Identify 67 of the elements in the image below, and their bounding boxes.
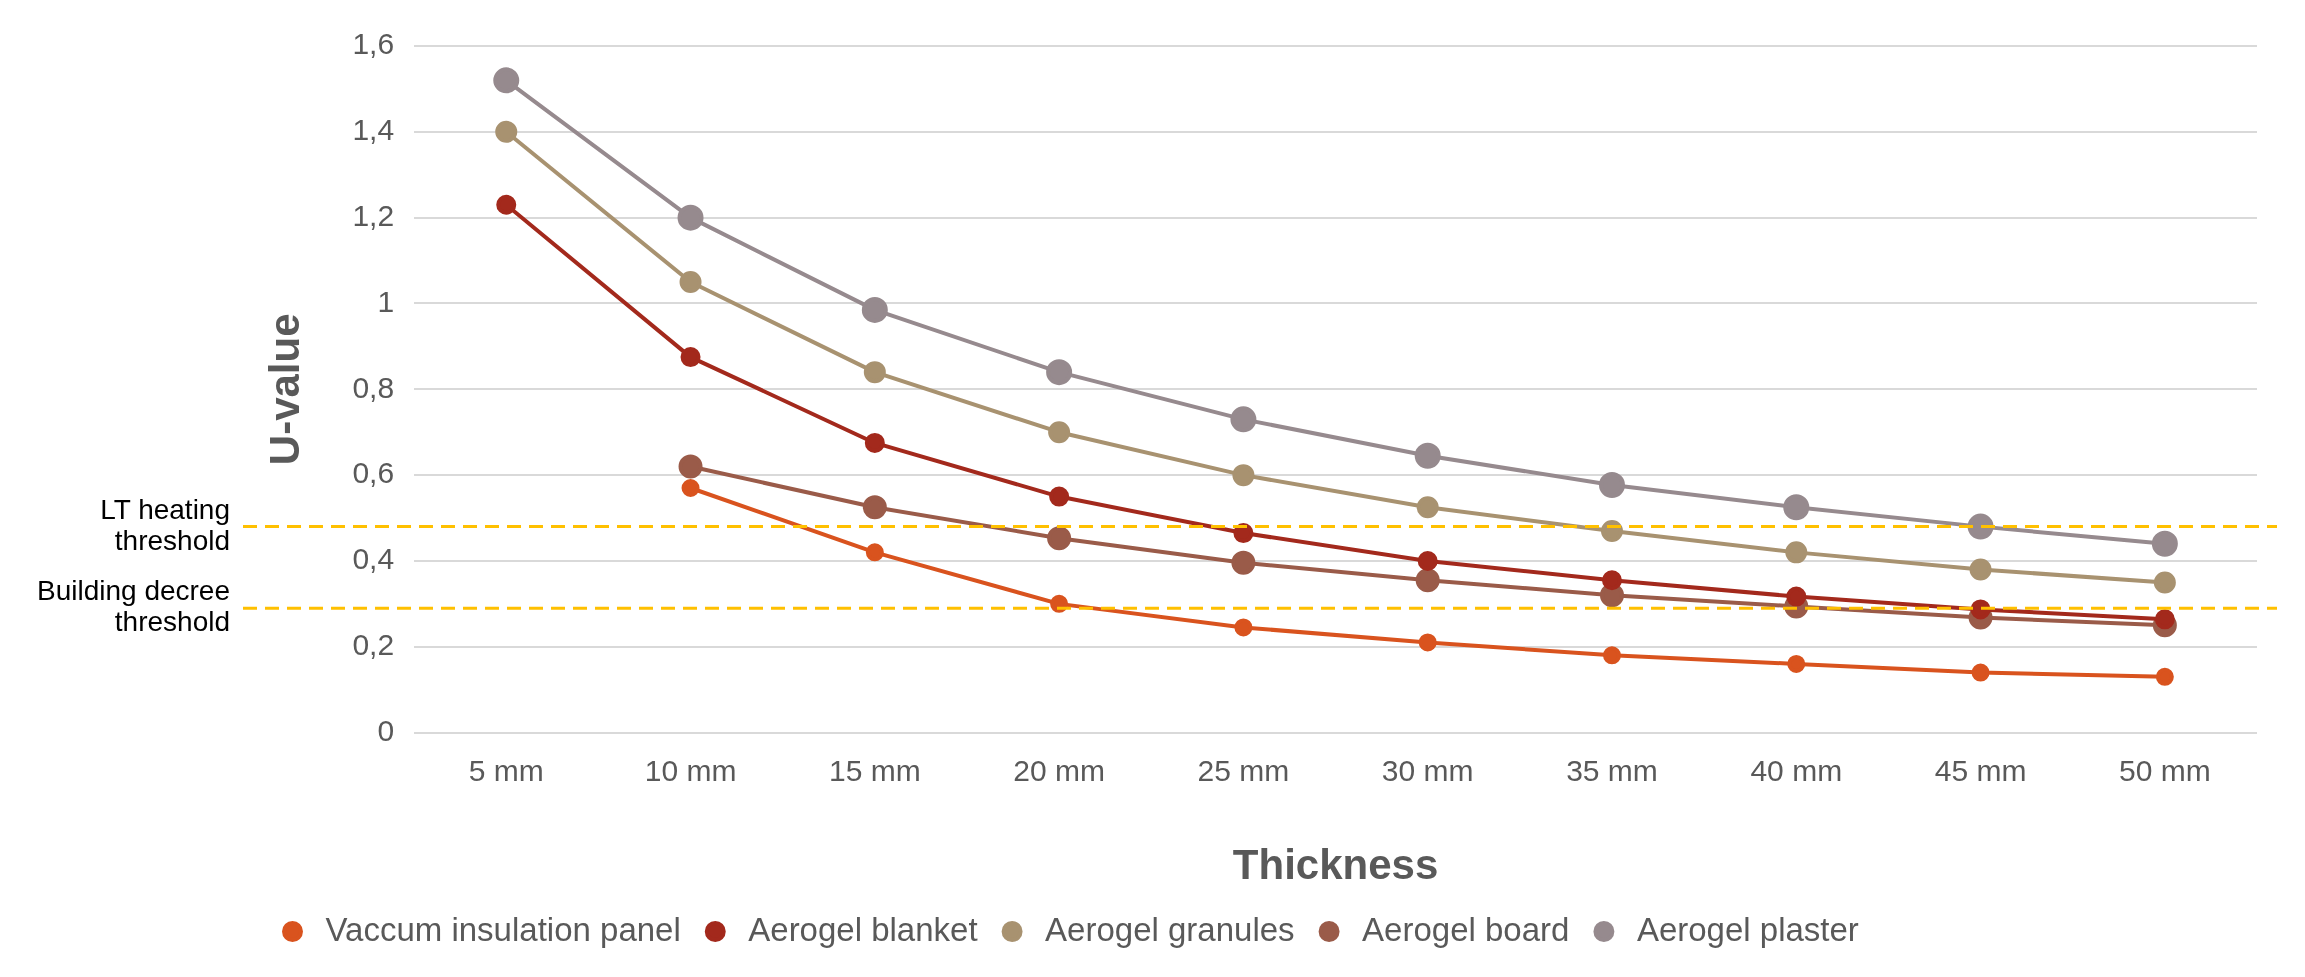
- point: [1598, 472, 1625, 498]
- point: [681, 479, 700, 497]
- point: [496, 194, 517, 215]
- point: [864, 432, 885, 453]
- ref-line-label: Building decree threshold: [36, 575, 230, 638]
- point: [678, 454, 703, 479]
- y-tick-label: 1,2: [352, 198, 395, 232]
- point: [1234, 618, 1253, 637]
- legend-label: Aerogel blanket: [748, 910, 978, 948]
- point: [1048, 421, 1071, 444]
- point: [2151, 530, 2178, 557]
- y-tick-label: 1: [377, 284, 395, 318]
- x-tick-label: 5 mm: [468, 753, 544, 787]
- x-tick-label: 45 mm: [1934, 753, 2027, 787]
- legend-label: Aerogel plaster: [1636, 910, 1859, 948]
- point: [1046, 359, 1073, 386]
- point: [677, 204, 704, 231]
- x-tick-label: 35 mm: [1566, 753, 1658, 787]
- point: [865, 543, 884, 562]
- y-tick-label: 1,6: [352, 27, 395, 61]
- point: [1416, 496, 1439, 519]
- point: [861, 296, 888, 323]
- point: [679, 271, 702, 294]
- point: [493, 67, 520, 94]
- x-tick-label: 25 mm: [1197, 753, 1290, 787]
- point: [2155, 667, 2174, 686]
- point: [2153, 571, 2176, 594]
- legend-label: Vaccum insulation panel: [325, 910, 681, 948]
- y-tick-label: 0,4: [352, 542, 395, 576]
- legend-label: Aerogel granules: [1045, 910, 1295, 948]
- x-tick-label: 15 mm: [828, 753, 921, 787]
- x-tick-label: 10 mm: [644, 753, 737, 787]
- x-tick-label: 50 mm: [2119, 753, 2211, 787]
- y-tick-label: 0: [377, 713, 395, 747]
- point: [1047, 526, 1072, 551]
- point: [1601, 570, 1622, 591]
- point: [1230, 406, 1257, 433]
- point: [1787, 654, 1806, 673]
- point: [1971, 663, 1990, 682]
- point: [863, 361, 886, 384]
- point: [1049, 486, 1070, 507]
- point: [1415, 568, 1440, 593]
- point: [1783, 494, 1810, 521]
- ref-line-label: LT heating threshold: [100, 493, 230, 556]
- point: [1969, 558, 1992, 581]
- y-axis-title: U-value: [260, 313, 308, 466]
- y-tick-label: 1,4: [352, 113, 395, 147]
- point: [1785, 541, 1808, 564]
- point: [1417, 550, 1438, 571]
- point: [2154, 609, 2175, 630]
- y-tick-label: 0,8: [352, 370, 395, 404]
- point: [680, 347, 701, 368]
- point: [1414, 442, 1441, 469]
- point: [1418, 633, 1437, 652]
- point: [1231, 550, 1256, 575]
- x-tick-label: 40 mm: [1750, 753, 1843, 787]
- point: [862, 495, 887, 520]
- x-tick-label: 20 mm: [1013, 753, 1105, 787]
- x-tick-label: 30 mm: [1381, 753, 1474, 787]
- point: [1786, 586, 1807, 607]
- point: [1232, 464, 1255, 487]
- legend-label: Aerogel board: [1362, 910, 1570, 948]
- point: [495, 120, 518, 143]
- y-tick-label: 0,6: [352, 456, 395, 490]
- point: [1602, 646, 1621, 665]
- y-tick-label: 0,2: [352, 628, 395, 662]
- x-axis-title: Thickness: [1232, 841, 1439, 889]
